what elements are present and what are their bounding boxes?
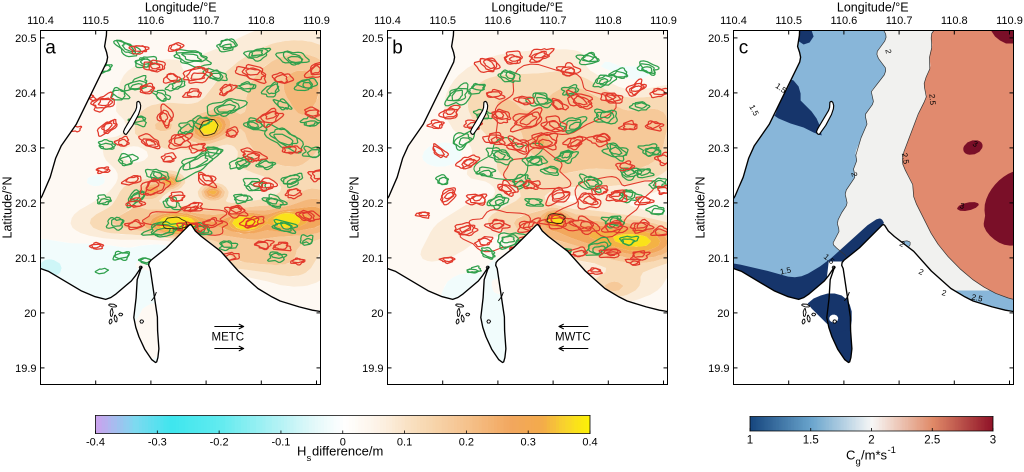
svg-text:-1: -1 <box>888 445 896 456</box>
svg-text:g: g <box>856 456 861 467</box>
svg-text:20.1: 20.1 <box>362 253 383 265</box>
svg-text:3: 3 <box>990 434 996 446</box>
svg-text:2: 2 <box>941 288 948 298</box>
svg-text:3: 3 <box>971 139 980 149</box>
svg-text:2.5: 2.5 <box>924 434 940 446</box>
svg-text:2.5: 2.5 <box>900 152 911 165</box>
svg-text:110.8: 110.8 <box>595 15 622 27</box>
svg-text:20.2: 20.2 <box>15 198 36 210</box>
svg-text:20.5: 20.5 <box>15 33 36 45</box>
svg-text:-0.4: -0.4 <box>86 436 105 448</box>
svg-text:110.7: 110.7 <box>193 15 220 27</box>
svg-text:difference/m: difference/m <box>312 443 383 458</box>
svg-text:20.3: 20.3 <box>708 143 729 155</box>
svg-text:3: 3 <box>959 201 966 211</box>
svg-text:H: H <box>297 443 306 458</box>
svg-text:2: 2 <box>898 239 907 249</box>
svg-text:110.7: 110.7 <box>886 15 913 27</box>
svg-text:19.9: 19.9 <box>362 363 383 375</box>
svg-text:s: s <box>307 453 312 464</box>
svg-text:110.9: 110.9 <box>303 15 330 27</box>
svg-text:Latitude/°N: Latitude/°N <box>0 177 14 239</box>
svg-text:110.5: 110.5 <box>775 15 802 27</box>
svg-text:20.3: 20.3 <box>15 143 36 155</box>
svg-text:20.4: 20.4 <box>362 88 383 100</box>
svg-text:2: 2 <box>883 48 893 54</box>
svg-text:20: 20 <box>717 308 729 320</box>
svg-text:Longitude/°E: Longitude/°E <box>491 1 563 15</box>
svg-text:MWTC: MWTC <box>555 331 591 343</box>
svg-text:-0.2: -0.2 <box>210 436 229 448</box>
svg-text:2: 2 <box>917 267 925 277</box>
svg-text:2: 2 <box>849 171 859 178</box>
svg-text:0.4: 0.4 <box>582 436 597 448</box>
svg-text:19.9: 19.9 <box>708 363 729 375</box>
svg-text:20.4: 20.4 <box>708 88 729 100</box>
svg-text:Longitude/°E: Longitude/°E <box>145 1 217 15</box>
svg-text:1: 1 <box>747 434 753 446</box>
svg-text:110.6: 110.6 <box>485 15 512 27</box>
svg-text:1.5: 1.5 <box>803 434 819 446</box>
svg-text:1.5: 1.5 <box>779 265 792 276</box>
svg-text:110.8: 110.8 <box>248 15 275 27</box>
svg-text:0: 0 <box>340 436 346 448</box>
svg-text:110.6: 110.6 <box>831 15 858 27</box>
svg-text:110.4: 110.4 <box>27 15 54 27</box>
svg-text:20.1: 20.1 <box>708 253 729 265</box>
svg-text:110.4: 110.4 <box>720 15 747 27</box>
svg-text:Latitude/°N: Latitude/°N <box>347 177 361 239</box>
svg-text:Latitude/°N: Latitude/°N <box>693 177 707 239</box>
svg-text:20: 20 <box>371 308 383 320</box>
svg-text:110.5: 110.5 <box>429 15 456 27</box>
svg-text:20.4: 20.4 <box>15 88 36 100</box>
svg-text:2: 2 <box>868 434 874 446</box>
svg-text:a: a <box>45 37 56 58</box>
svg-text:20.3: 20.3 <box>362 143 383 155</box>
svg-text:b: b <box>392 37 403 58</box>
svg-text:2.5: 2.5 <box>971 293 984 304</box>
svg-text:c: c <box>739 37 749 58</box>
svg-text:110.4: 110.4 <box>374 15 401 27</box>
svg-text:110.7: 110.7 <box>540 15 567 27</box>
svg-text:20: 20 <box>24 308 36 320</box>
svg-text:19.9: 19.9 <box>15 363 36 375</box>
svg-text:110.6: 110.6 <box>138 15 165 27</box>
svg-text:110.9: 110.9 <box>996 15 1023 27</box>
svg-text:20.2: 20.2 <box>708 198 729 210</box>
svg-text:20.5: 20.5 <box>708 33 729 45</box>
svg-text:110.8: 110.8 <box>941 15 968 27</box>
svg-text:-0.3: -0.3 <box>148 436 167 448</box>
svg-text:Longitude/°E: Longitude/°E <box>837 1 909 15</box>
svg-text:20.5: 20.5 <box>362 33 383 45</box>
svg-text:0.1: 0.1 <box>397 436 412 448</box>
svg-text:110.9: 110.9 <box>650 15 677 27</box>
svg-text:-0.1: -0.1 <box>271 436 290 448</box>
svg-text:20.1: 20.1 <box>15 253 36 265</box>
svg-text:/m*s: /m*s <box>861 447 888 462</box>
svg-text:0.3: 0.3 <box>521 436 536 448</box>
svg-text:20.2: 20.2 <box>362 198 383 210</box>
svg-text:110.5: 110.5 <box>82 15 109 27</box>
svg-text:0.2: 0.2 <box>459 436 474 448</box>
svg-text:METC: METC <box>212 331 245 343</box>
svg-text:2.5: 2.5 <box>927 94 937 106</box>
svg-text:C: C <box>846 447 855 462</box>
